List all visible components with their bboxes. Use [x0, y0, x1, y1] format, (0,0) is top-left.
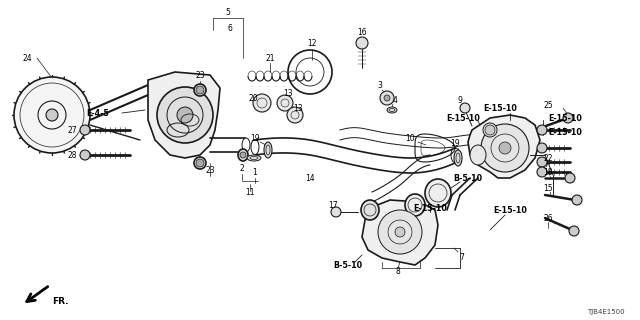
Text: 3: 3: [378, 81, 383, 90]
Circle shape: [563, 113, 573, 123]
Text: 19: 19: [450, 139, 460, 148]
Circle shape: [569, 226, 579, 236]
Circle shape: [177, 107, 193, 123]
Text: 23: 23: [195, 70, 205, 79]
Circle shape: [537, 143, 547, 153]
Text: 25: 25: [543, 100, 553, 109]
Text: 21: 21: [265, 53, 275, 62]
Polygon shape: [362, 200, 438, 265]
Text: E-15-10: E-15-10: [548, 127, 582, 137]
Text: E-15-10: E-15-10: [446, 114, 480, 123]
Circle shape: [277, 95, 293, 111]
Ellipse shape: [238, 149, 248, 161]
Text: 23: 23: [205, 165, 215, 174]
Circle shape: [331, 207, 341, 217]
Circle shape: [253, 94, 271, 112]
Ellipse shape: [405, 194, 425, 216]
Circle shape: [395, 227, 405, 237]
Circle shape: [565, 173, 575, 183]
Text: E-15-10: E-15-10: [493, 205, 527, 214]
Polygon shape: [148, 72, 220, 158]
Text: 18: 18: [543, 167, 553, 177]
Text: B-5-10: B-5-10: [453, 173, 483, 182]
Circle shape: [287, 107, 303, 123]
Text: 8: 8: [396, 268, 401, 276]
Text: 7: 7: [460, 253, 465, 262]
Circle shape: [80, 125, 90, 135]
Text: 13: 13: [283, 89, 293, 98]
Text: 6: 6: [228, 23, 232, 33]
Text: E-15-10: E-15-10: [483, 103, 517, 113]
Ellipse shape: [470, 145, 486, 165]
Circle shape: [378, 210, 422, 254]
Circle shape: [157, 87, 213, 143]
Ellipse shape: [387, 107, 397, 113]
Ellipse shape: [194, 84, 206, 96]
Circle shape: [196, 86, 204, 94]
Circle shape: [14, 77, 90, 153]
Text: FR.: FR.: [52, 298, 68, 307]
Text: 11: 11: [245, 188, 255, 196]
Ellipse shape: [247, 155, 261, 161]
Text: 16: 16: [357, 28, 367, 36]
Text: 19: 19: [250, 133, 260, 142]
Circle shape: [572, 195, 582, 205]
Circle shape: [80, 150, 90, 160]
Text: E-15-10: E-15-10: [548, 114, 582, 123]
Circle shape: [380, 91, 394, 105]
Ellipse shape: [264, 142, 272, 158]
Circle shape: [384, 95, 390, 101]
Text: 15: 15: [543, 183, 553, 193]
Text: E-4-5: E-4-5: [86, 108, 109, 117]
Circle shape: [46, 109, 58, 121]
Text: 17: 17: [328, 201, 338, 210]
Circle shape: [460, 103, 470, 113]
Ellipse shape: [483, 123, 497, 137]
Text: 14: 14: [305, 173, 315, 182]
Circle shape: [196, 159, 204, 167]
Text: 22: 22: [543, 154, 553, 163]
Text: B-5-10: B-5-10: [333, 260, 363, 269]
Circle shape: [537, 157, 547, 167]
Text: 2: 2: [239, 164, 244, 172]
Ellipse shape: [194, 157, 206, 169]
Circle shape: [481, 124, 529, 172]
Text: TJB4E1500: TJB4E1500: [588, 309, 625, 315]
Text: 5: 5: [225, 7, 230, 17]
Circle shape: [499, 142, 511, 154]
Text: 28: 28: [67, 150, 77, 159]
Ellipse shape: [454, 150, 462, 166]
Circle shape: [356, 37, 368, 49]
Ellipse shape: [361, 200, 379, 220]
Circle shape: [537, 125, 547, 135]
Text: 1: 1: [253, 167, 257, 177]
Circle shape: [240, 152, 246, 158]
Text: 12: 12: [307, 38, 317, 47]
Text: 10: 10: [405, 133, 415, 142]
Text: 13: 13: [293, 103, 303, 113]
Text: 27: 27: [67, 125, 77, 134]
Text: 26: 26: [543, 213, 553, 222]
Text: 4: 4: [392, 95, 397, 105]
Text: 24: 24: [22, 53, 32, 62]
Text: E-15-10: E-15-10: [413, 204, 447, 212]
Polygon shape: [468, 115, 540, 178]
Text: 9: 9: [458, 95, 463, 105]
Text: 20: 20: [248, 93, 258, 102]
Circle shape: [537, 167, 547, 177]
Circle shape: [485, 125, 495, 135]
Ellipse shape: [425, 179, 451, 207]
